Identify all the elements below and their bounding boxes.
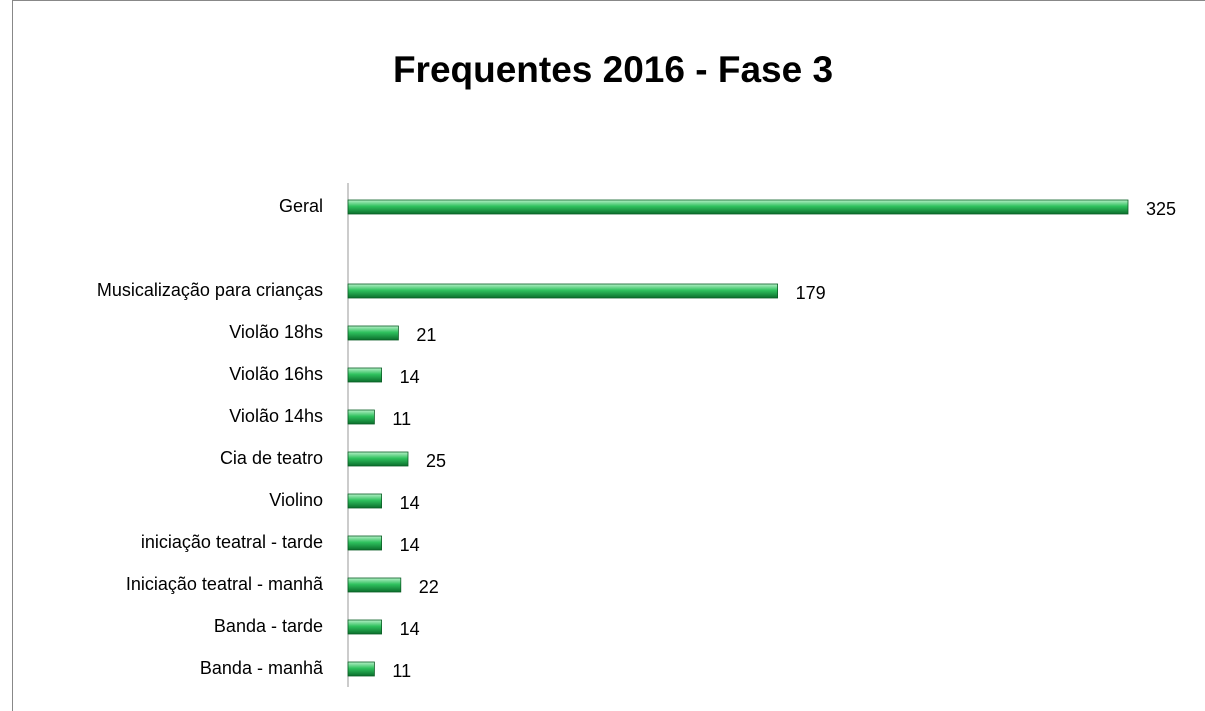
bar (347, 283, 779, 299)
bar (347, 619, 382, 635)
chart-title: Frequentes 2016 - Fase 3 (393, 49, 833, 90)
y-tick-label: Iniciação teatral - manhã (126, 574, 324, 594)
bar (347, 199, 1129, 215)
value-label: 14 (400, 619, 420, 639)
y-tick-label: iniciação teatral - tarde (141, 532, 323, 552)
y-tick-label: Cia de teatro (220, 448, 323, 468)
bar (347, 535, 382, 551)
value-label: 14 (400, 367, 420, 387)
y-tick-label: Violão 18hs (229, 322, 323, 342)
value-label: 22 (419, 577, 439, 597)
y-tick-label: Violino (269, 490, 323, 510)
value-label: 25 (426, 451, 446, 471)
y-tick-label: Violão 14hs (229, 406, 323, 426)
value-label: 179 (796, 283, 826, 303)
bar (347, 367, 382, 383)
value-label: 325 (1146, 199, 1176, 219)
bar (347, 451, 409, 467)
value-label: 11 (392, 409, 411, 429)
y-tick-label: Violão 16hs (229, 364, 323, 384)
y-tick-label: Banda - manhã (200, 658, 324, 678)
bar (347, 493, 382, 509)
y-tick-label: Banda - tarde (214, 616, 323, 636)
bar (347, 577, 402, 593)
value-label: 21 (416, 325, 436, 345)
bar (347, 661, 375, 677)
value-label: 11 (392, 661, 411, 681)
y-tick-label: Geral (279, 196, 323, 216)
bar (347, 409, 375, 425)
y-tick-label: Musicalização para crianças (97, 280, 323, 300)
chart-frame (12, 0, 1205, 711)
value-label: 14 (400, 535, 420, 555)
bar (347, 325, 399, 341)
value-label: 14 (400, 493, 420, 513)
